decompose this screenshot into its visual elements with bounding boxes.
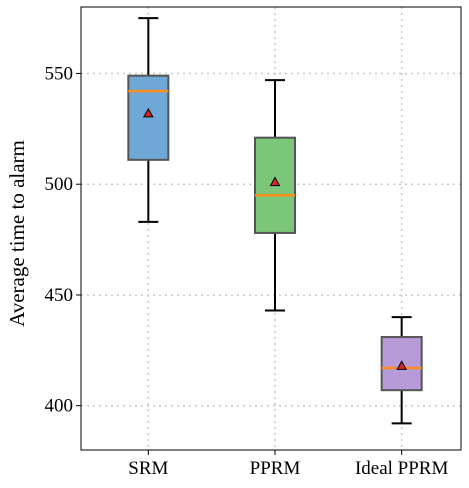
box-group	[380, 316, 423, 425]
y-tick-label: 450	[45, 285, 74, 306]
x-tick-label: Ideal PPRM	[355, 458, 449, 479]
y-tick-label: 550	[45, 63, 74, 84]
y-axis-label: Average time to alarm	[5, 140, 29, 327]
y-tick-label: 400	[45, 396, 74, 417]
mean-marker	[142, 107, 154, 118]
box-iqr	[127, 74, 170, 161]
box-series	[127, 17, 423, 425]
x-tick-label: PPRM	[250, 458, 301, 479]
x-tick-label: SRM	[128, 458, 168, 479]
box-group	[254, 79, 296, 312]
mean-marker	[269, 176, 281, 187]
box-group	[127, 17, 170, 223]
y-tick-label: 500	[45, 174, 74, 195]
mean-marker	[396, 360, 408, 370]
plot-frame	[80, 6, 462, 451]
x-axis: SRM PPRM Ideal PPRM	[128, 450, 448, 479]
y-axis: 400 450 500 550	[45, 63, 81, 417]
